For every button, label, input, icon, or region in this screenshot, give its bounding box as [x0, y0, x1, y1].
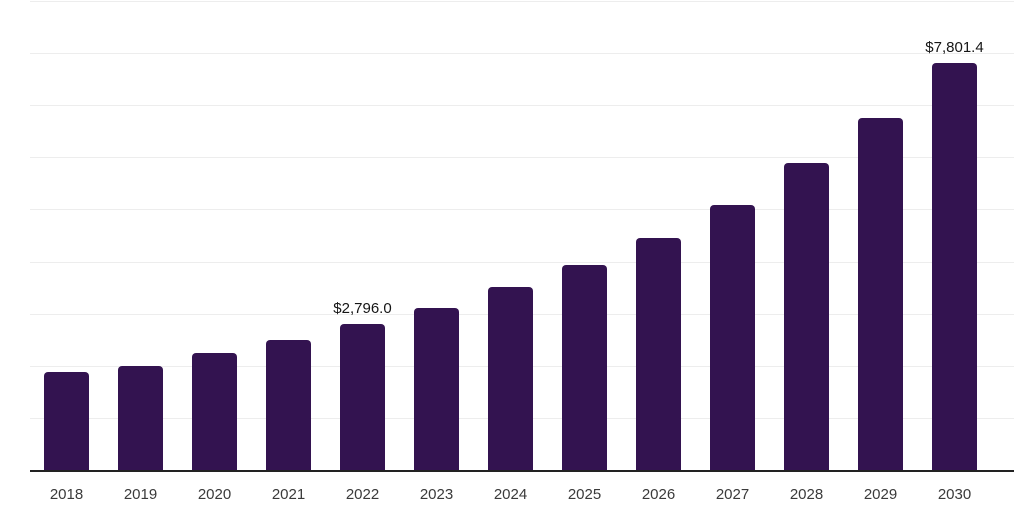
bar-2018	[44, 372, 89, 470]
x-tick-label-2028: 2028	[789, 486, 824, 503]
gridline	[30, 53, 1014, 55]
bar-2020	[192, 353, 237, 470]
bar-2029	[858, 117, 903, 470]
x-tick-label-2027: 2027	[715, 486, 750, 503]
bar-2019	[118, 365, 163, 470]
bar-2023	[414, 307, 459, 470]
x-tick-label-2026: 2026	[641, 486, 676, 503]
bar-2024	[488, 286, 533, 470]
x-axis-labels: 2018 2019 2020 2021 2022 2023 2024 2025 2026 2027…	[30, 486, 1014, 506]
bar-2028	[784, 163, 829, 470]
bar-value-label-2022: $2,796.0	[333, 300, 392, 318]
bar-2022	[340, 324, 385, 470]
gridline	[30, 261, 1014, 263]
plot-area: $2,796.0 $7,801.4	[30, 1, 1014, 470]
x-axis-line	[30, 470, 1014, 472]
bar-2025	[562, 264, 607, 470]
bar-2021	[266, 339, 311, 470]
gridline	[30, 105, 1014, 107]
x-tick-label-2021: 2021	[271, 486, 306, 503]
x-tick-label-2018: 2018	[49, 486, 84, 503]
x-tick-label-2022: 2022	[345, 486, 380, 503]
x-tick-label-2029: 2029	[863, 486, 898, 503]
bar-2027	[710, 205, 755, 470]
x-tick-label-2024: 2024	[493, 486, 528, 503]
bar-2030	[932, 63, 977, 470]
x-tick-label-2020: 2020	[197, 486, 232, 503]
gridline	[30, 1, 1014, 2]
gridline	[30, 209, 1014, 211]
bar-2026	[636, 237, 681, 470]
x-tick-label-2030: 2030	[937, 486, 972, 503]
x-tick-label-2019: 2019	[123, 486, 158, 503]
bar-value-label-2030: $7,801.4	[925, 39, 984, 57]
gridline	[30, 157, 1014, 159]
x-tick-label-2023: 2023	[419, 486, 454, 503]
x-tick-label-2025: 2025	[567, 486, 602, 503]
